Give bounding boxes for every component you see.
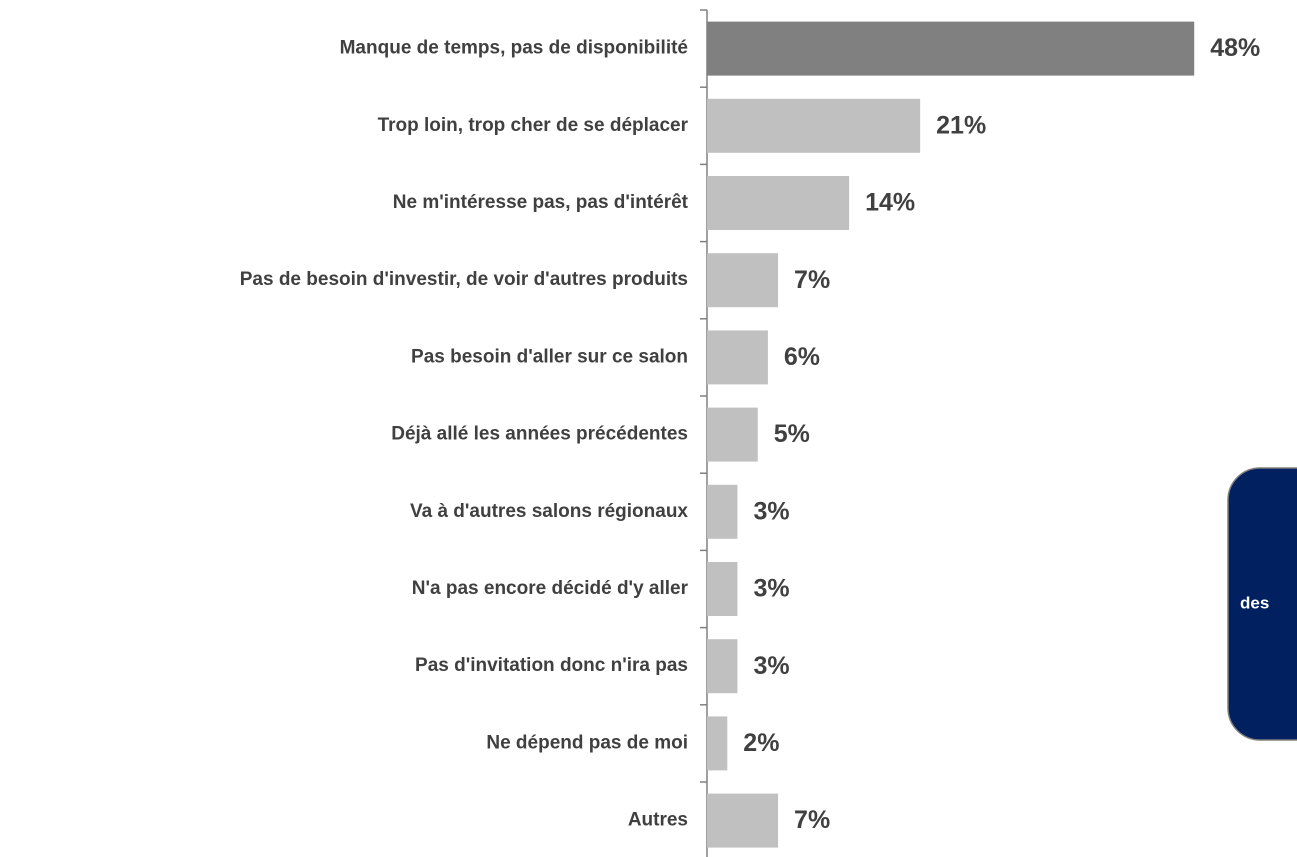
callout-box (1227, 467, 1297, 741)
value-label: 5% (774, 420, 810, 448)
value-label: 2% (743, 729, 779, 757)
category-label: Pas de besoin d'investir, de voir d'autr… (240, 269, 688, 290)
category-label: Pas d'invitation donc n'ira pas (415, 655, 688, 676)
bar (707, 253, 779, 308)
bar (707, 176, 850, 230)
category-label: Autres (628, 810, 688, 831)
bar (707, 639, 738, 694)
value-label: 3% (753, 575, 789, 603)
value-label: 3% (753, 497, 789, 525)
value-label: 21% (936, 111, 986, 139)
value-label: 7% (794, 266, 830, 294)
value-label: 3% (753, 652, 789, 680)
category-label: Pas besoin d'aller sur ce salon (411, 346, 688, 367)
category-label: Déjà allé les années précédentes (391, 424, 688, 445)
bar (707, 793, 779, 848)
category-label: N'a pas encore décidé d'y aller (412, 578, 689, 599)
bar (707, 21, 1195, 76)
bar (707, 562, 738, 616)
bar (707, 716, 728, 771)
category-label: Ne dépend pas de moi (486, 732, 688, 753)
value-label: 7% (794, 806, 830, 834)
category-label: Trop loin, trop cher de se déplacer (378, 115, 689, 136)
bar (707, 484, 738, 539)
bar (707, 330, 768, 385)
category-label: Va à d'autres salons régionaux (410, 501, 688, 522)
value-label: 48% (1210, 34, 1260, 62)
category-label: Ne m'intéresse pas, pas d'intérêt (393, 192, 689, 213)
value-label: 14% (865, 189, 915, 217)
category-label: Manque de temps, pas de disponibilité (340, 38, 688, 59)
bar (707, 407, 758, 462)
bar (707, 98, 921, 153)
callout-text: des (1240, 593, 1269, 612)
value-label: 6% (784, 343, 820, 371)
